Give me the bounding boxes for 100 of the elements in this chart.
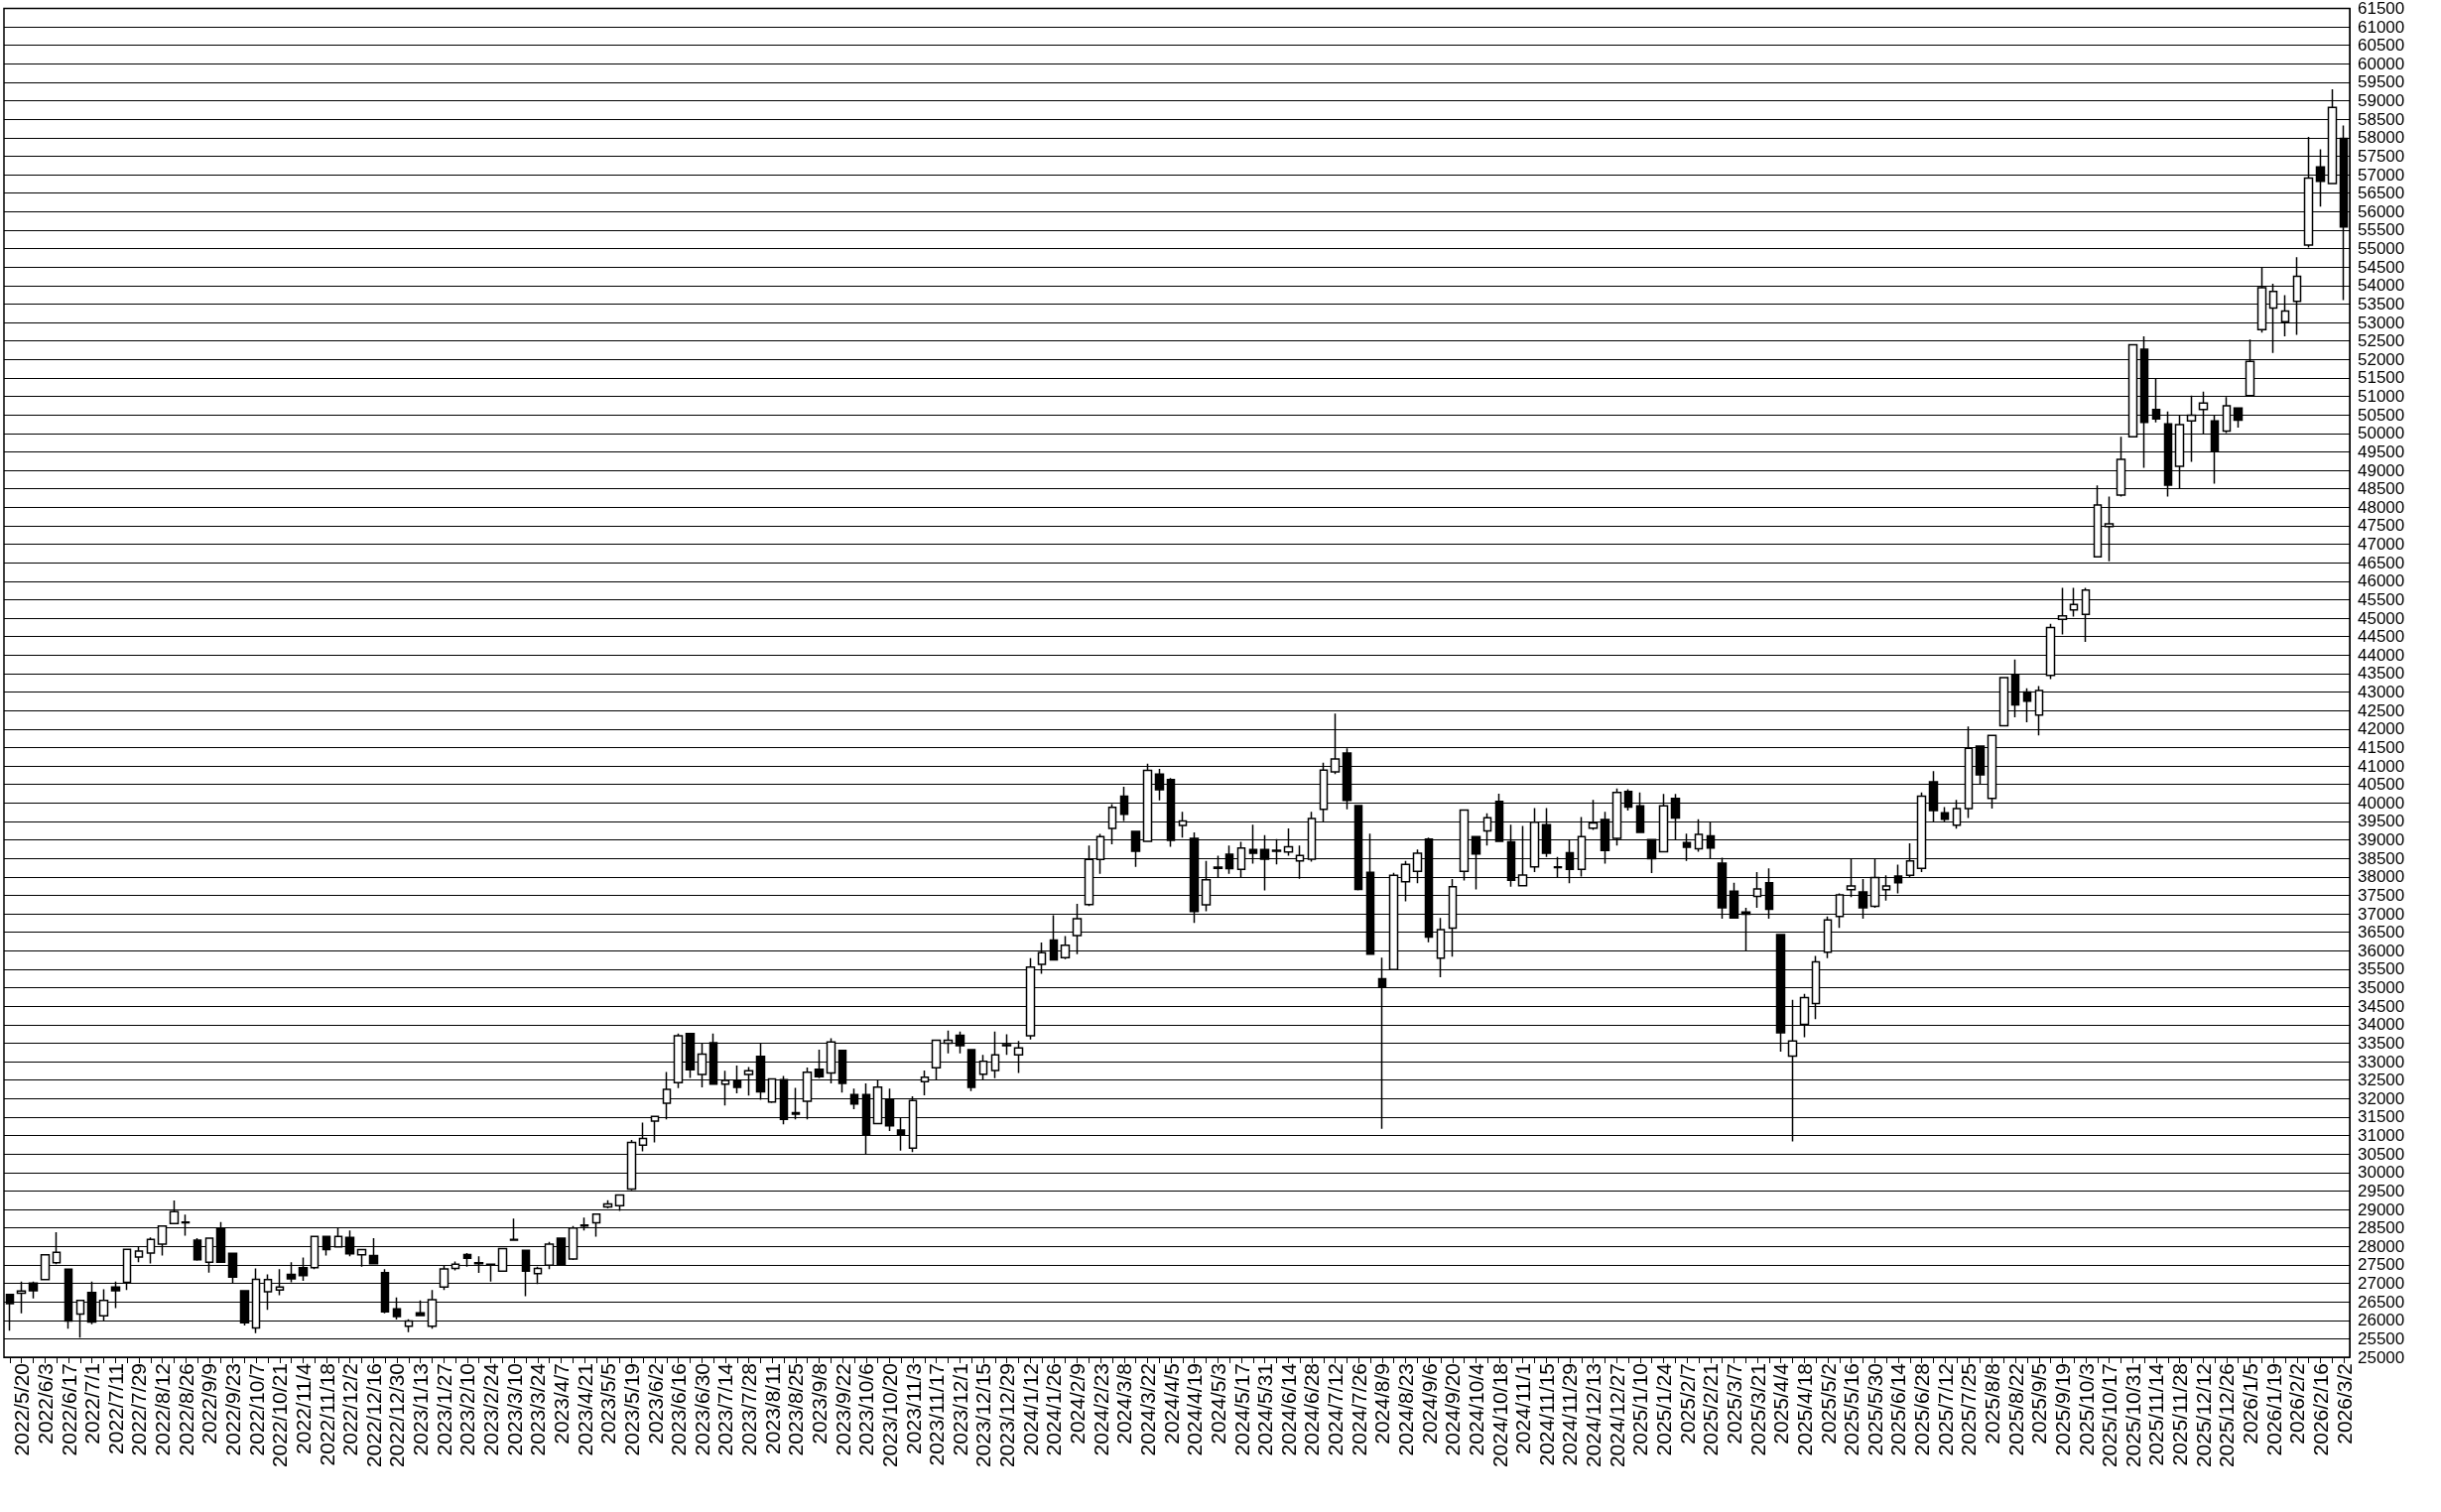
- x-tick-label: 2022/5/20: [10, 1363, 34, 1456]
- y-tick-label: 56000: [2358, 201, 2405, 221]
- y-tick-label: 57500: [2358, 146, 2405, 166]
- y-tick-label: 58000: [2358, 128, 2405, 148]
- y-tick-label: 47000: [2358, 535, 2405, 555]
- x-tick-label: 2024/12/13: [1582, 1363, 1606, 1468]
- x-tick-label: 2025/8/22: [2003, 1363, 2027, 1456]
- x-tick-label: 2024/1/12: [1018, 1363, 1042, 1456]
- x-tick-label: 2022/7/11: [103, 1363, 127, 1454]
- y-tick-label: 35000: [2358, 978, 2405, 998]
- x-tick-label: 2025/11/14: [2144, 1362, 2168, 1466]
- x-tick-label: 2024/1/26: [1042, 1363, 1066, 1456]
- x-tick-label: 2024/9/20: [1441, 1363, 1465, 1456]
- y-tick-label: 25000: [2358, 1347, 2405, 1367]
- x-tick-label: 2025/4/4: [1769, 1362, 1793, 1445]
- y-tick-label: 49500: [2358, 441, 2405, 461]
- x-tick-label: 2023/1/13: [409, 1363, 433, 1456]
- x-tick-label: 2023/2/10: [455, 1363, 479, 1456]
- x-tick-label: 2023/3/10: [502, 1363, 526, 1456]
- y-tick-label: 39500: [2358, 812, 2405, 831]
- x-tick-label: 2024/5/31: [1253, 1363, 1277, 1456]
- y-tick-label: 47500: [2358, 516, 2405, 536]
- x-tick-label: 2025/2/21: [1699, 1363, 1723, 1456]
- x-tick-label: 2024/12/27: [1605, 1363, 1628, 1468]
- x-tick-label: 2022/6/17: [57, 1363, 80, 1456]
- x-tick-label: 2022/7/1: [80, 1363, 104, 1445]
- x-tick-label: 2025/12/26: [2215, 1363, 2239, 1468]
- y-tick-label: 42000: [2358, 719, 2405, 739]
- x-tick-label: 2024/3/22: [1135, 1363, 1159, 1456]
- x-tick-label: 2022/10/21: [268, 1363, 292, 1468]
- x-tick-label: 2024/8/9: [1370, 1363, 1394, 1445]
- x-tick-label: 2023/11/3: [901, 1363, 925, 1454]
- y-tick-label: 27000: [2358, 1274, 2405, 1294]
- y-tick-label: 50500: [2358, 405, 2405, 425]
- y-tick-label: 35500: [2358, 959, 2405, 979]
- x-tick-label: 2023/10/20: [877, 1363, 901, 1468]
- x-tick-label: 2023/1/27: [432, 1363, 455, 1456]
- y-tick-label: 32500: [2358, 1071, 2405, 1090]
- y-tick-label: 48500: [2358, 479, 2405, 499]
- y-tick-label: 39000: [2358, 830, 2405, 850]
- y-tick-label: 37500: [2358, 885, 2405, 905]
- x-tick-label: 2023/4/7: [549, 1363, 573, 1445]
- x-tick-label: 2023/9/22: [831, 1363, 854, 1456]
- y-tick-label: 29000: [2358, 1199, 2405, 1219]
- x-tick-label: 2023/2/24: [479, 1362, 503, 1456]
- x-tick-label: 2025/9/5: [2027, 1363, 2051, 1445]
- x-tick-label: 2025/5/16: [1840, 1363, 1863, 1456]
- y-tick-label: 40000: [2358, 793, 2405, 813]
- y-tick-label: 44500: [2358, 627, 2405, 647]
- y-tick-label: 49000: [2358, 460, 2405, 480]
- x-tick-label: 2024/5/3: [1206, 1363, 1229, 1445]
- x-tick-label: 2026/1/19: [2261, 1363, 2285, 1456]
- x-tick-label: 2022/11/4: [291, 1362, 315, 1454]
- x-tick-label: 2025/8/8: [1980, 1363, 2003, 1445]
- x-tick-label: 2022/12/16: [361, 1363, 385, 1468]
- x-tick-label: 2025/5/2: [1816, 1363, 1840, 1445]
- x-tick-label: 2022/8/12: [151, 1363, 175, 1456]
- y-tick-label: 37000: [2358, 904, 2405, 924]
- x-tick-label: 2023/12/15: [971, 1363, 995, 1468]
- y-tick-label: 46000: [2358, 571, 2405, 591]
- x-tick-label: 2025/10/31: [2120, 1363, 2144, 1468]
- y-tick-label: 50000: [2358, 424, 2405, 443]
- x-tick-label: 2025/7/12: [1933, 1363, 1957, 1456]
- x-tick-label: 2024/6/14: [1276, 1362, 1300, 1456]
- x-tick-label: 2024/6/28: [1300, 1363, 1324, 1456]
- y-tick-label: 60500: [2358, 36, 2405, 56]
- y-tick-label: 25500: [2358, 1328, 2405, 1348]
- x-tick-label: 2024/11/15: [1534, 1363, 1558, 1466]
- y-tick-label: 36000: [2358, 941, 2405, 960]
- x-tick-label: 2023/5/19: [619, 1363, 643, 1456]
- x-tick-label: 2024/4/19: [1183, 1363, 1207, 1456]
- y-tick-label: 60000: [2358, 54, 2405, 73]
- x-tick-label: 2025/9/19: [2050, 1363, 2074, 1456]
- x-tick-label: 2025/4/18: [1792, 1363, 1816, 1456]
- y-tick-label: 40500: [2358, 775, 2405, 795]
- y-tick-label: 55000: [2358, 239, 2405, 259]
- x-tick-label: 2025/3/21: [1745, 1363, 1769, 1456]
- x-tick-label: 2023/12/29: [995, 1363, 1019, 1468]
- y-tick-label: 43500: [2358, 664, 2405, 684]
- y-tick-label: 26000: [2358, 1311, 2405, 1330]
- x-tick-label: 2026/3/2: [2332, 1363, 2356, 1445]
- y-tick-label: 48000: [2358, 497, 2405, 517]
- y-tick-label: 44000: [2358, 645, 2405, 665]
- x-tick-label: 2025/12/12: [2191, 1363, 2215, 1468]
- y-tick-label: 31500: [2358, 1107, 2405, 1127]
- y-tick-label: 51000: [2358, 387, 2405, 407]
- y-tick-label: 57000: [2358, 165, 2405, 185]
- y-tick-label: 38000: [2358, 867, 2405, 887]
- x-tick-label: 2024/5/17: [1229, 1363, 1253, 1456]
- y-tick-label: 27500: [2358, 1255, 2405, 1275]
- y-tick-label: 43000: [2358, 683, 2405, 702]
- y-tick-label: 28000: [2358, 1236, 2405, 1256]
- x-tick-label: 2024/3/8: [1112, 1363, 1136, 1445]
- x-tick-label: 2023/7/14: [713, 1362, 737, 1456]
- x-tick-label: 2024/10/4: [1464, 1362, 1487, 1456]
- x-tick-label: 2023/8/25: [784, 1363, 808, 1456]
- y-tick-label: 29500: [2358, 1181, 2405, 1200]
- y-tick-label: 51500: [2358, 368, 2405, 388]
- x-tick-label: 2022/10/7: [244, 1363, 268, 1456]
- x-tick-label: 2023/3/24: [526, 1362, 550, 1456]
